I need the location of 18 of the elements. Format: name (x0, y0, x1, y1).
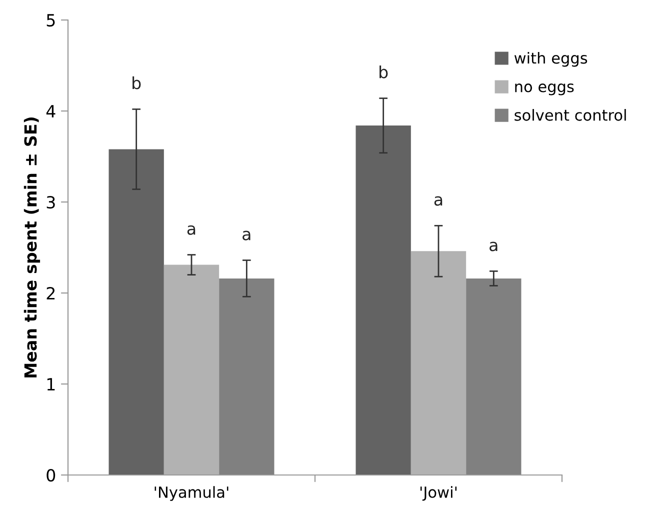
y-tick-label: 1 (47, 378, 55, 390)
annotation: a (434, 196, 442, 206)
legend-label: solvent control (514, 109, 626, 121)
annotation: b (380, 65, 388, 78)
annotation: b (132, 76, 141, 90)
y-tick-label: 4 (46, 105, 56, 118)
y-tick-label: 3 (46, 196, 55, 209)
annotation: a (187, 225, 196, 235)
legend-label: no eggs (515, 84, 574, 96)
y-tick-label: 2 (46, 286, 55, 300)
legend-label: with eggs (514, 52, 588, 67)
x-tick-label: 'Nyamula' (154, 486, 228, 501)
annotation: a (242, 230, 250, 240)
y-tick-label: 0 (46, 468, 56, 482)
y-tick-label: 5 (46, 14, 55, 27)
y-axis-title: Mean time spent (min ± SE) (24, 117, 40, 378)
annotation: a (490, 242, 498, 252)
x-tick-label: 'Jowi' (420, 486, 457, 501)
